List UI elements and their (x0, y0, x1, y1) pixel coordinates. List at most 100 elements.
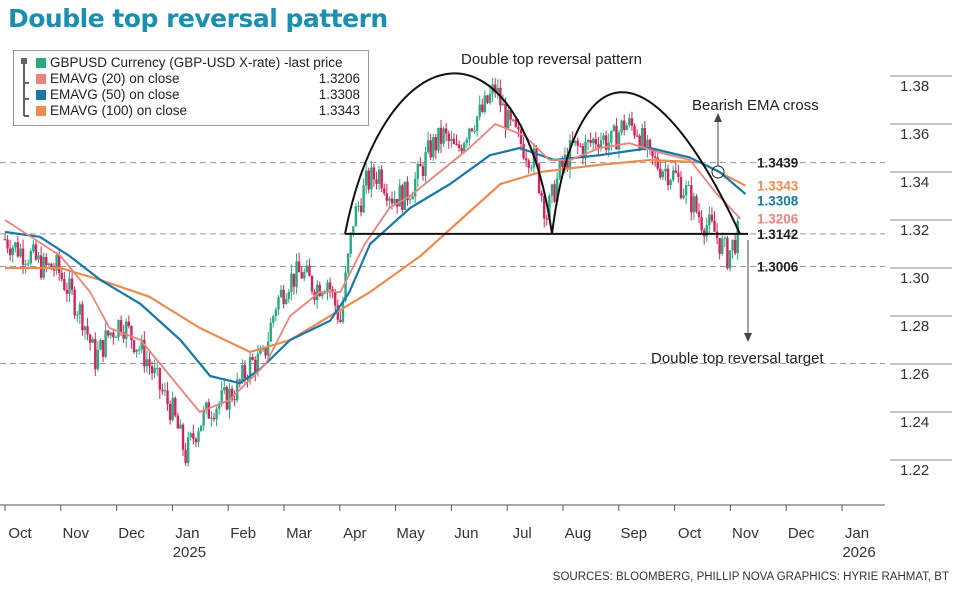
candle-body (620, 120, 623, 133)
candle-body (11, 247, 14, 256)
candle-body (486, 95, 489, 103)
candle-body (406, 181, 409, 201)
candle-body (682, 195, 685, 199)
candle-body (375, 179, 378, 184)
candle-body (592, 138, 595, 144)
candle-body (197, 431, 200, 443)
candle-body (236, 379, 239, 401)
candle-body (83, 326, 87, 331)
candle-body (194, 438, 198, 443)
candle-body (692, 196, 696, 213)
candle-body (504, 103, 507, 129)
legend-label: EMAVG (20) on close (50, 71, 180, 86)
candle-body (137, 349, 141, 351)
candle-body (573, 140, 577, 143)
candle-body (638, 135, 641, 149)
candle-body (398, 185, 401, 207)
candle-body (70, 278, 74, 290)
candle-body (708, 214, 711, 226)
candle-body (635, 135, 639, 137)
candle-body (468, 128, 471, 140)
x-tick-label: Sep (620, 525, 647, 542)
candle-body (432, 137, 435, 158)
candle-body (403, 181, 407, 210)
candle-body (318, 284, 321, 297)
candle-body (205, 402, 208, 411)
candle-body (119, 320, 123, 333)
candle-body (643, 128, 647, 149)
candle-body (641, 128, 644, 149)
candle-body (212, 417, 216, 420)
candle-body (648, 139, 652, 149)
candle-body (32, 244, 35, 252)
candle-body (390, 198, 394, 204)
candle-body (341, 300, 345, 322)
candle-body (254, 359, 257, 373)
candle-body (550, 184, 554, 196)
candle-body (359, 205, 363, 213)
candle-body (501, 103, 505, 106)
candle-body (684, 185, 688, 196)
candle-body (127, 321, 131, 327)
candle-body (171, 397, 174, 421)
candle-body (279, 289, 283, 298)
candle-body (91, 339, 94, 343)
candle-body (104, 330, 107, 357)
candle-body (388, 198, 391, 201)
candle-body (47, 263, 51, 266)
candle-body (656, 157, 659, 169)
x-tick-label: Dec (118, 525, 145, 542)
candle-body (202, 410, 205, 426)
candle-body (114, 337, 118, 339)
candle-body (447, 133, 450, 141)
candle-body (617, 132, 621, 150)
y-tick-label: 1.38 (900, 78, 929, 95)
candle-body (723, 237, 727, 239)
candle-body (540, 192, 543, 197)
candle-body (566, 154, 569, 170)
candle-body (315, 284, 319, 300)
candle-body (339, 319, 342, 322)
x-tick-label: Nov (732, 525, 759, 542)
candle-body (697, 211, 701, 218)
candle-body (604, 135, 608, 150)
candle-body (733, 239, 737, 254)
candle-body (548, 195, 551, 220)
candle-body (158, 368, 161, 390)
candle-body (225, 387, 229, 410)
candle-body (210, 417, 213, 419)
candle-body (452, 138, 456, 145)
x-tick-label: Aug (565, 525, 592, 542)
candle-body (55, 254, 58, 271)
candle-body (630, 118, 634, 126)
candle-body (130, 326, 133, 341)
candle-body (184, 449, 187, 463)
legend-swatch (36, 106, 46, 116)
candle-body (594, 138, 598, 145)
candle-body (429, 140, 432, 158)
candle-body (419, 163, 422, 167)
candle-body (597, 144, 600, 148)
candle-body (463, 142, 466, 152)
candle-body (39, 255, 43, 278)
candle-body (352, 226, 355, 233)
candle-body (457, 144, 461, 148)
candle-body (14, 242, 17, 248)
candle-body (37, 255, 40, 260)
second-top-arch (551, 91, 741, 235)
candle-body (584, 141, 587, 159)
x-tick-label: Jul (513, 525, 532, 542)
legend-value: 1.3308 (318, 87, 360, 102)
y-tick-label: 1.24 (900, 414, 929, 431)
candle-body (135, 349, 138, 353)
candle-body (718, 237, 721, 254)
candle-body (73, 289, 76, 316)
candle-body (3, 239, 7, 241)
candle-body (354, 206, 358, 227)
candle-body (248, 356, 252, 380)
arrow-up-icon (714, 113, 722, 122)
candle-body (107, 330, 110, 336)
candle-body (230, 388, 234, 400)
candle-body (264, 348, 267, 356)
